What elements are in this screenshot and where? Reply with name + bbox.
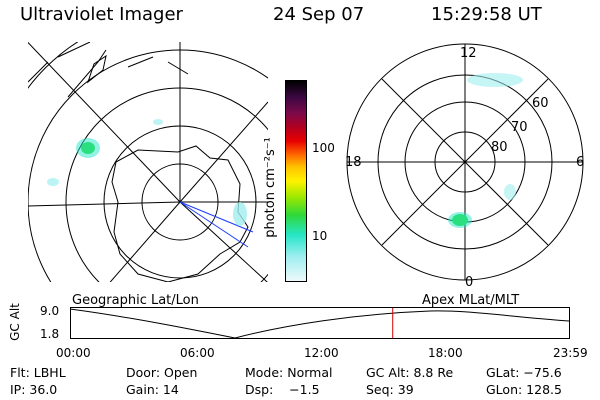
- geographic-map: [28, 42, 268, 282]
- colorbar-tick-10: 10: [312, 229, 328, 243]
- time-tick-0000: 00:00: [56, 346, 91, 360]
- mlt-label-0: 0: [465, 275, 474, 290]
- left-panel-caption: Geographic Lat/Lon: [72, 293, 199, 308]
- altitude-axis-label: GC Alt: [7, 303, 22, 341]
- ip-info: IP: 36.0: [10, 382, 58, 397]
- mlat-label-80: 80: [491, 140, 508, 155]
- altitude-plot: [70, 307, 570, 339]
- right-panel-caption: Apex MLat/MLT: [422, 293, 520, 308]
- colorbar-label: photon cm⁻²s⁻¹: [262, 137, 278, 238]
- date-label: 24 Sep 07: [273, 4, 365, 25]
- time-tick-0600: 06:00: [180, 346, 215, 360]
- altitude-tick-low: 1.8: [40, 327, 60, 341]
- gc-alt-info: GC Alt: 8.8 Re: [366, 365, 454, 380]
- glon-info: GLon: 128.5: [486, 382, 562, 397]
- app-title: Ultraviolet Imager: [20, 4, 183, 25]
- color-scale-bar: [285, 80, 307, 282]
- dsp-info: Dsp: −1.5: [245, 382, 320, 397]
- colorbar-tick-100: 100: [312, 141, 335, 155]
- seq-info: Seq: 39: [366, 382, 414, 397]
- mlt-label-12: 12: [460, 46, 477, 61]
- time-tick-1200: 12:00: [304, 346, 339, 360]
- mlat-label-70: 70: [511, 120, 528, 135]
- gain-info: Gain: 14: [126, 382, 179, 397]
- time-label: 15:29:58 UT: [431, 4, 542, 25]
- filter-info: Flt: LBHL: [10, 365, 66, 380]
- time-tick-2359: 23:59: [553, 346, 588, 360]
- magnetic-map: [346, 43, 584, 281]
- altitude-tick-high: 9.0: [40, 304, 60, 318]
- glat-info: GLat: −75.6: [486, 365, 562, 380]
- mode-info: Mode: Normal: [245, 365, 333, 380]
- mlat-label-60: 60: [532, 96, 549, 111]
- mlt-label-18: 18: [345, 155, 362, 170]
- door-info: Door: Open: [126, 365, 198, 380]
- time-tick-1800: 18:00: [428, 346, 463, 360]
- mlt-label-6: 6: [576, 155, 585, 170]
